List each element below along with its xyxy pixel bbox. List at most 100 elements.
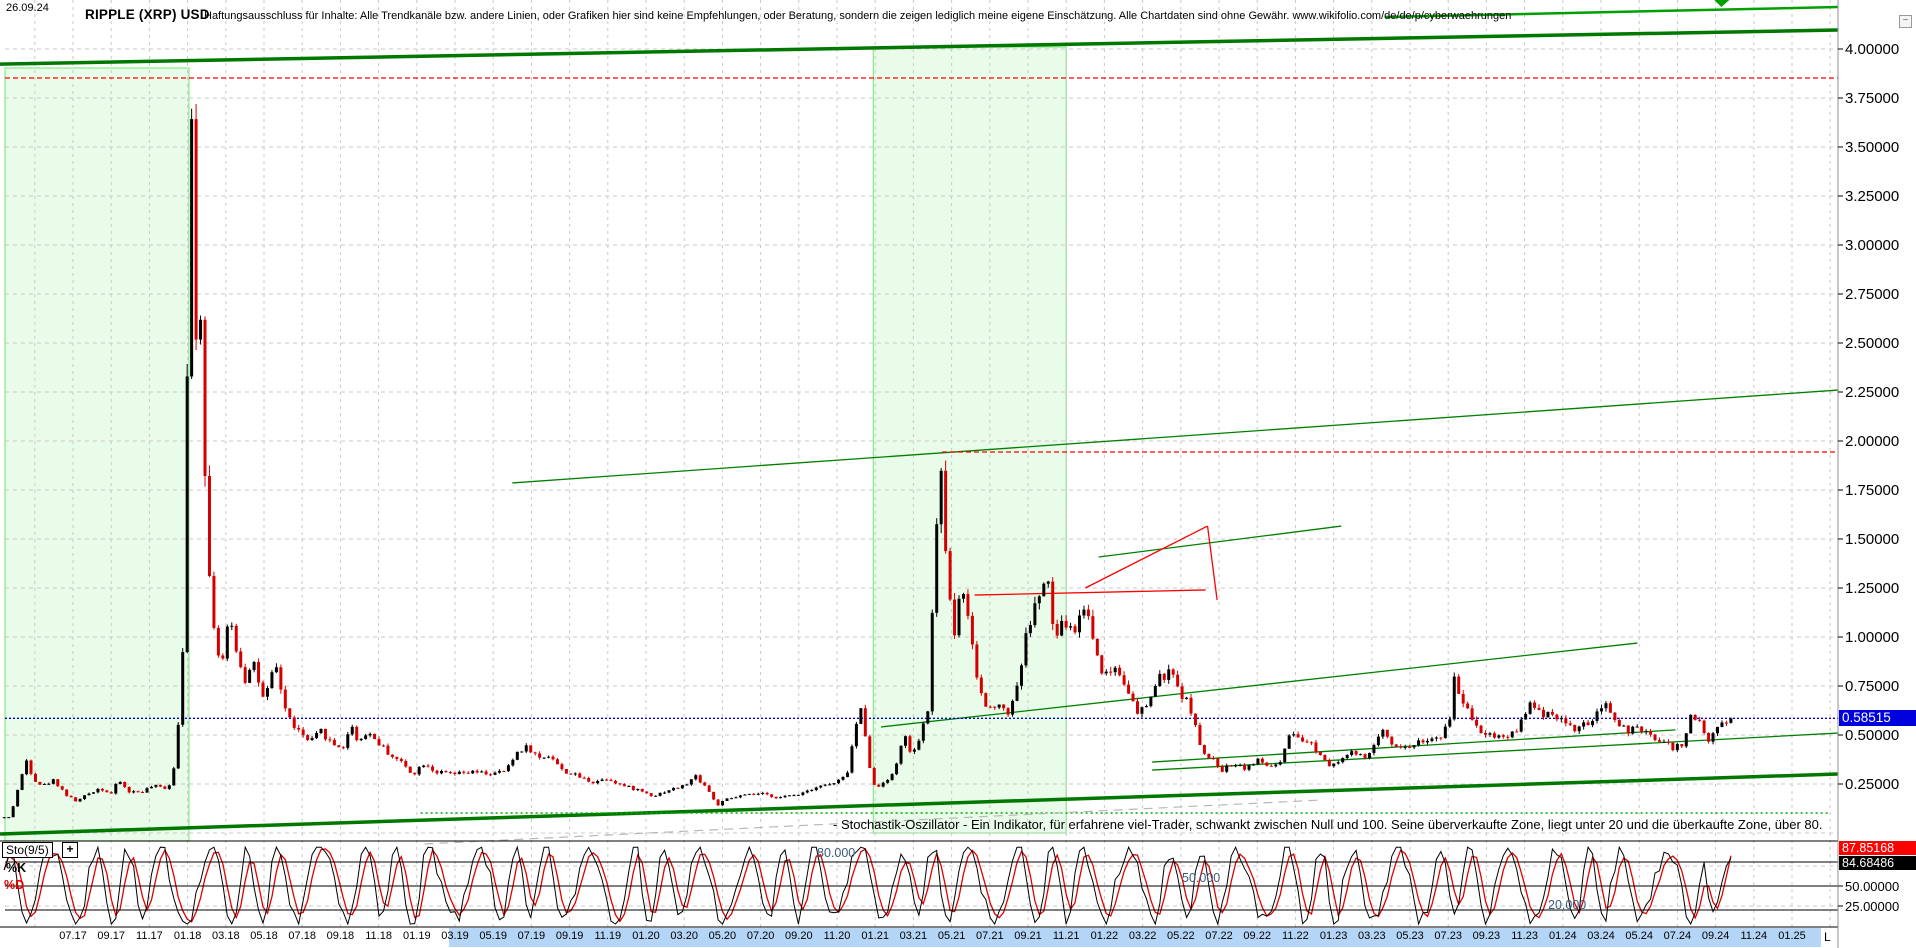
candle-body: [417, 767, 421, 775]
candle-body: [868, 736, 872, 769]
candle-body: [297, 727, 301, 730]
candle-body: [212, 575, 216, 628]
expand-plus-icon[interactable]: +: [62, 842, 78, 858]
candle-body: [1019, 665, 1023, 686]
candle-body: [462, 771, 466, 773]
candle-body: [408, 766, 412, 773]
candle-body: [694, 775, 698, 780]
candle-body: [640, 788, 644, 792]
date-axis-label: 07.23: [1434, 930, 1462, 942]
highlight-bands: [4, 46, 1067, 842]
candle-body: [1399, 746, 1403, 748]
candle-body: [975, 644, 979, 678]
candle-body: [38, 781, 42, 785]
candle-body: [1403, 746, 1407, 748]
observation-date: 26.09.24: [6, 2, 49, 14]
candle-body: [685, 784, 689, 786]
candle-body: [1336, 762, 1340, 764]
price-axis-tick-label: 3.25000: [1845, 188, 1900, 205]
date-axis-label: 07.18: [288, 930, 316, 942]
candle-body: [1675, 744, 1679, 751]
candle-body: [239, 651, 243, 668]
candle-body: [105, 790, 109, 793]
percent-k-label: %K: [6, 861, 27, 875]
date-axis-label: 07.24: [1663, 930, 1692, 942]
candle-body: [1729, 718, 1733, 723]
candle-body: [1064, 620, 1068, 628]
date-axis-label: 03.23: [1358, 930, 1386, 942]
osc-level-label: 20.000: [1548, 898, 1587, 912]
candle-body: [832, 783, 836, 785]
candle-body: [1131, 693, 1135, 702]
candle-body: [551, 756, 555, 760]
candle-body: [805, 790, 809, 793]
candle-body: [1604, 703, 1608, 709]
candle-body: [1559, 718, 1563, 720]
instrument-title: RIPPLE (XRP) USD: [85, 7, 210, 22]
candle-body: [671, 787, 675, 791]
candle-body: [261, 682, 265, 697]
date-range-highlight[interactable]: [449, 928, 1821, 947]
candle-body: [1711, 733, 1715, 742]
candle-body: [524, 745, 528, 752]
osc-axis-tick-label: 50.00000: [1845, 879, 1900, 894]
candle-body: [1229, 765, 1233, 767]
candle-body: [863, 708, 867, 737]
candle-body: [1238, 764, 1242, 766]
candle-body: [1234, 765, 1238, 767]
triangle-down-marker: [1714, 0, 1730, 7]
candle-body: [1345, 754, 1349, 759]
date-axis-label: 01.25: [1778, 930, 1806, 942]
candle-body: [274, 667, 278, 673]
candle-body: [1144, 706, 1148, 708]
candle-body: [533, 752, 537, 754]
date-axis-label: 05.21: [937, 930, 966, 942]
candle-body: [997, 704, 1001, 708]
candle-body: [29, 760, 33, 774]
osc-level-label: 80.000: [817, 846, 856, 860]
candle-body: [953, 599, 957, 636]
candle-body: [1666, 741, 1670, 743]
candle-body: [1193, 713, 1197, 726]
candle-body: [520, 751, 524, 753]
candle-body: [1390, 736, 1394, 745]
candle-body: [1510, 731, 1514, 738]
date-axis-label: 05.24: [1625, 930, 1653, 942]
candle-body: [988, 706, 992, 708]
candle-body: [439, 770, 443, 774]
candle-body: [292, 717, 296, 728]
candle-body: [560, 764, 564, 770]
date-axis-label: 09.19: [555, 930, 584, 942]
trendlines: [0, 0, 1838, 845]
candle-body: [466, 772, 470, 774]
candle-body: [1497, 735, 1501, 738]
candle-body: [1693, 714, 1697, 720]
candle-body: [20, 774, 24, 790]
candle-body: [1042, 583, 1046, 597]
minimize-icon[interactable]: −: [1899, 15, 1912, 28]
candle-body: [1278, 762, 1282, 765]
candle-body: [627, 785, 631, 787]
candle-body: [181, 652, 185, 725]
candle-body: [926, 711, 930, 724]
candle-body: [515, 751, 519, 760]
stochastic-indicator-button[interactable]: Sto(9/5): [2, 842, 53, 858]
candle-body: [921, 723, 925, 741]
highlight-band: [4, 67, 190, 842]
candle-body: [895, 763, 899, 775]
candle-body: [381, 745, 385, 747]
candle-body: [1439, 737, 1443, 739]
date-axis-label: 03.20: [670, 930, 698, 942]
candle-body: [1408, 746, 1412, 748]
candle-body: [1635, 726, 1639, 728]
candle-body: [993, 706, 997, 708]
candle-body: [792, 795, 796, 797]
candle-body: [1260, 758, 1264, 763]
candle-body: [1555, 714, 1559, 720]
candle-body: [609, 779, 613, 781]
price-axis-tick-label: 0.25000: [1845, 776, 1900, 793]
candle-body: [1185, 697, 1189, 699]
candle-body: [725, 798, 729, 801]
candle-body: [422, 765, 426, 768]
candle-body: [444, 770, 448, 772]
